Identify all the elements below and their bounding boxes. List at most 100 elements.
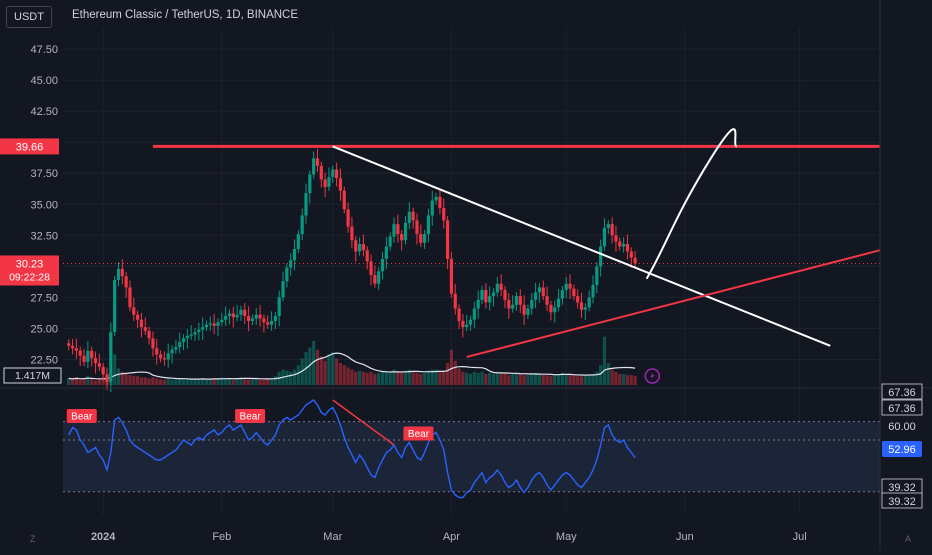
candle-body: [415, 220, 419, 235]
volume-bar: [476, 372, 480, 385]
currency-selector[interactable]: USDT: [6, 6, 52, 28]
candle-body: [541, 287, 545, 297]
candle-body: [419, 234, 423, 243]
candle-body: [560, 289, 564, 299]
candle-body: [480, 289, 484, 300]
rsi-axis-label: 39.32: [888, 496, 916, 508]
ascending-support: [466, 249, 881, 358]
price-tick-label: 37.50: [30, 168, 58, 180]
timezone-toggle[interactable]: Z: [30, 534, 36, 544]
candle-body: [591, 284, 595, 298]
candle-body: [350, 226, 354, 241]
candle-body: [361, 244, 365, 251]
volume-bar: [622, 374, 626, 385]
candle-body: [243, 309, 247, 316]
candle-body: [220, 319, 224, 323]
volume-bar: [572, 375, 576, 385]
volume-bar: [193, 378, 197, 385]
volume-bar: [392, 369, 396, 385]
bear-signal-label: Bear: [408, 429, 430, 440]
candle-body: [296, 234, 300, 249]
volume-bar: [216, 378, 220, 385]
volume-bar: [507, 375, 511, 385]
candle-body: [246, 316, 251, 321]
volume-bar: [461, 371, 465, 385]
volume-bar: [480, 371, 484, 385]
trendlines[interactable]: [152, 128, 881, 358]
candle-body: [235, 314, 239, 318]
time-tick-label: 2024: [91, 531, 116, 543]
candle-body: [476, 299, 480, 309]
candle-body: [533, 292, 538, 300]
last-price-badge: [0, 255, 59, 286]
rsi-level-badge: [881, 492, 923, 509]
lightning-icon: [644, 368, 661, 384]
volume-bar: [579, 376, 584, 385]
volume-bar: [296, 365, 300, 385]
rsi-level-badge: [881, 399, 923, 416]
candle-body: [572, 288, 576, 297]
volume-bar: [178, 378, 182, 385]
volume-bar: [78, 379, 82, 385]
volume-bar: [158, 379, 163, 385]
candle-body: [511, 304, 515, 309]
price-tick-label: 35.00: [30, 199, 58, 211]
volume-bar: [610, 369, 614, 385]
auto-scale-toggle[interactable]: A: [905, 534, 912, 544]
volume-badge-label: 1.417M: [15, 370, 50, 382]
candle-body: [530, 299, 534, 309]
candle-body: [338, 178, 343, 191]
volume-bar: [224, 378, 228, 385]
volume-bar: [262, 379, 266, 385]
volume-bar: [292, 369, 297, 385]
volume-bar: [465, 372, 469, 385]
candle-body: [568, 283, 572, 289]
volume-bar: [514, 372, 519, 385]
candle-body: [155, 348, 159, 355]
volume-bar: [269, 378, 274, 385]
bear-signal-badge: [403, 426, 434, 441]
candle-body: [178, 342, 182, 348]
candle-body: [281, 281, 285, 298]
price-tick-label: 25.00: [30, 323, 58, 335]
rsi-axis-label: 52.96: [888, 444, 916, 456]
volume-bar: [250, 379, 255, 385]
candle-body: [174, 347, 178, 350]
volume-bar: [201, 378, 205, 385]
candle-body: [449, 258, 454, 294]
volume-bar: [97, 379, 101, 385]
volume-bar: [120, 371, 124, 385]
candle-body: [327, 176, 331, 187]
volume-bar: [204, 379, 209, 385]
level-badge-label: 39.66: [16, 141, 44, 153]
candles: [63, 148, 880, 393]
volume-bar: [220, 377, 224, 385]
bear-signal-badge: [235, 409, 266, 423]
volume-bar: [384, 370, 388, 385]
volume-bar: [70, 379, 75, 385]
volume-bar: [423, 372, 427, 385]
volume-bar: [495, 371, 499, 385]
candle-body: [266, 322, 270, 325]
candle-body: [507, 299, 511, 309]
time-tick-label: Jun: [676, 531, 694, 543]
candle-body: [315, 158, 320, 166]
volume-bar: [235, 378, 239, 385]
volume-bar: [82, 378, 86, 385]
candle-body: [407, 211, 411, 223]
volume-bar: [533, 372, 538, 385]
volume-bar: [361, 371, 365, 385]
candle-body: [151, 338, 155, 349]
candle-body: [342, 190, 346, 210]
volume-bar: [231, 379, 235, 385]
candle-body: [90, 350, 94, 359]
bear-signal-label: Bear: [71, 412, 93, 423]
volume-bar: [128, 375, 132, 385]
volume-bar: [595, 371, 599, 385]
volume-bar: [369, 371, 373, 385]
volume-bar: [419, 374, 423, 385]
volume-bar: [511, 374, 515, 385]
volume-bar: [181, 378, 186, 385]
